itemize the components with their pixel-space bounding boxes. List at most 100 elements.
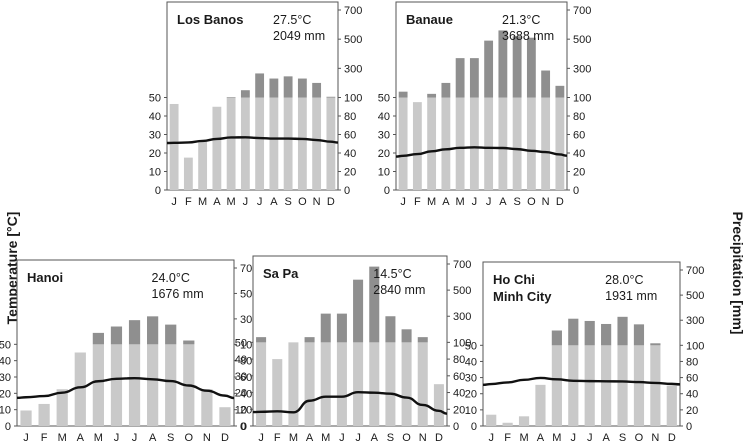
sa-pa-precip-tick-500: 500 <box>453 285 471 297</box>
ho-chi-minh-city-bar-j-6 <box>568 345 578 426</box>
sa-pa-bar-excess-1 <box>256 337 266 342</box>
los-banos-bar-m-5 <box>227 98 236 190</box>
banaue-month-tick-7: J <box>486 196 492 208</box>
banaue-annual-precipitation: 3688 mm <box>502 29 554 43</box>
ho-chi-minh-city-temp-tick-40: 40 <box>465 356 477 368</box>
sa-pa-month-tick-11: N <box>419 432 427 443</box>
ho-chi-minh-city-month-tick-1: J <box>488 432 494 443</box>
banaue-month-tick-5: M <box>456 196 465 208</box>
los-banos-precip-tick-500: 500 <box>344 34 362 46</box>
hanoi-bar-excess-6 <box>111 327 122 345</box>
hanoi-bar-excess-10 <box>183 341 194 345</box>
ho-chi-minh-city-precip-tick-60: 60 <box>686 373 698 385</box>
ho-chi-minh-city-bar-f-2 <box>503 423 513 426</box>
ho-chi-minh-city-precip-tick-300: 300 <box>686 315 704 327</box>
los-banos-bar-o-10 <box>298 98 307 190</box>
los-banos-temp-tick-10: 10 <box>149 167 161 179</box>
hanoi-annual-precipitation: 1676 mm <box>152 287 204 301</box>
hanoi-bar-m-5 <box>93 344 104 426</box>
hanoi-month-tick-6: J <box>114 432 120 443</box>
los-banos-bar-d-12 <box>326 98 335 190</box>
hanoi-month-tick-8: A <box>149 432 157 443</box>
ho-chi-minh-city-bar-s-9 <box>617 345 627 426</box>
ho-chi-minh-city-title-line-2: Minh City <box>493 289 552 304</box>
banaue-bar-excess-11 <box>541 71 550 98</box>
sa-pa-bar-excess-9 <box>385 316 395 342</box>
ho-chi-minh-city-bar-excess-7 <box>585 321 595 345</box>
los-banos-bar-n-11 <box>312 98 321 190</box>
banaue-bar-j-1 <box>399 98 408 190</box>
ho-chi-minh-city-bar-j-1 <box>486 415 496 426</box>
los-banos-temp-tick-50: 50 <box>149 93 161 105</box>
sa-pa-bar-m-5 <box>321 342 331 426</box>
ho-chi-minh-city-bar-n-11 <box>650 345 660 426</box>
los-banos-month-tick-11: N <box>313 196 321 208</box>
sa-pa-bar-d-12 <box>434 384 444 426</box>
los-banos-bar-j-1 <box>170 104 179 190</box>
right-axis-label: Precipitation [mm] <box>730 212 746 335</box>
los-banos-bar-excess-9 <box>284 76 293 97</box>
banaue-month-tick-12: D <box>556 196 564 208</box>
sa-pa-bar-excess-10 <box>402 329 412 342</box>
hanoi-bar-excess-8 <box>147 316 158 344</box>
ho-chi-minh-city-month-tick-5: M <box>552 432 561 443</box>
banaue-bar-d-12 <box>555 98 564 190</box>
ho-chi-minh-city-precip-tick-80: 80 <box>686 356 698 368</box>
sa-pa-bar-excess-4 <box>305 337 315 342</box>
los-banos-precip-tick-40: 40 <box>344 148 356 160</box>
los-banos-month-tick-9: S <box>284 196 291 208</box>
hanoi-bar-j-1 <box>20 410 31 426</box>
banaue-month-tick-11: N <box>542 196 550 208</box>
banaue-month-tick-2: F <box>414 196 421 208</box>
sa-pa-bar-s-9 <box>385 342 395 426</box>
banaue-month-tick-8: A <box>499 196 507 208</box>
los-banos-title: Los Banos <box>177 12 243 27</box>
ho-chi-minh-city-precip-tick-100: 100 <box>686 340 704 352</box>
sa-pa-month-tick-8: A <box>371 432 379 443</box>
banaue-bar-a-8 <box>498 98 507 190</box>
los-banos-annual-precipitation: 2049 mm <box>273 29 325 43</box>
ho-chi-minh-city-temp-tick-0: 0 <box>471 421 477 433</box>
sa-pa-month-tick-2: F <box>274 432 281 443</box>
banaue-bar-s-9 <box>513 98 522 190</box>
ho-chi-minh-city-temp-tick-20: 20 <box>465 389 477 401</box>
ho-chi-minh-city-bar-excess-10 <box>634 324 644 345</box>
hanoi-month-tick-11: N <box>203 432 211 443</box>
los-banos-bar-j-7 <box>255 98 264 190</box>
los-banos-month-tick-10: O <box>298 196 307 208</box>
ho-chi-minh-city-temp-tick-30: 30 <box>465 373 477 385</box>
ho-chi-minh-city-bar-j-7 <box>585 345 595 426</box>
hanoi-month-tick-5: M <box>94 432 103 443</box>
hanoi-month-tick-10: O <box>185 432 194 443</box>
sa-pa-month-tick-6: J <box>339 432 345 443</box>
sa-pa-precip-tick-700: 700 <box>453 259 471 271</box>
sa-pa-bar-j-1 <box>256 342 266 426</box>
sa-pa-bar-f-2 <box>272 359 282 426</box>
hanoi-bar-j-6 <box>111 344 122 426</box>
los-banos-precip-tick-60: 60 <box>344 130 356 142</box>
los-banos-bar-excess-6 <box>241 90 250 97</box>
los-banos-month-tick-7: J <box>257 196 263 208</box>
los-banos-bar-excess-7 <box>255 73 264 97</box>
hanoi-bar-a-4 <box>75 352 86 426</box>
ho-chi-minh-city-month-tick-8: A <box>602 432 610 443</box>
los-banos-month-tick-2: F <box>185 196 192 208</box>
los-banos-bar-j-6 <box>241 98 250 190</box>
los-banos-month-tick-6: J <box>243 196 249 208</box>
banaue-precip-tick-40: 40 <box>573 148 585 160</box>
banaue-title: Banaue <box>406 12 453 27</box>
hanoi-month-tick-2: F <box>41 432 48 443</box>
ho-chi-minh-city-month-tick-6: J <box>571 432 577 443</box>
ho-chi-minh-city-month-tick-12: D <box>668 432 676 443</box>
hanoi-bar-d-12 <box>219 407 230 426</box>
sa-pa-month-tick-7: J <box>355 432 361 443</box>
hanoi-title: Hanoi <box>27 270 63 285</box>
los-banos-bar-f-2 <box>184 158 193 190</box>
sa-pa-bar-excess-5 <box>321 314 331 343</box>
banaue-precip-tick-0: 0 <box>573 185 579 197</box>
los-banos-bar-excess-10 <box>298 79 307 98</box>
banaue-bar-o-10 <box>527 98 536 190</box>
banaue-temp-tick-0: 0 <box>384 185 390 197</box>
banaue-bar-excess-7 <box>484 41 493 98</box>
